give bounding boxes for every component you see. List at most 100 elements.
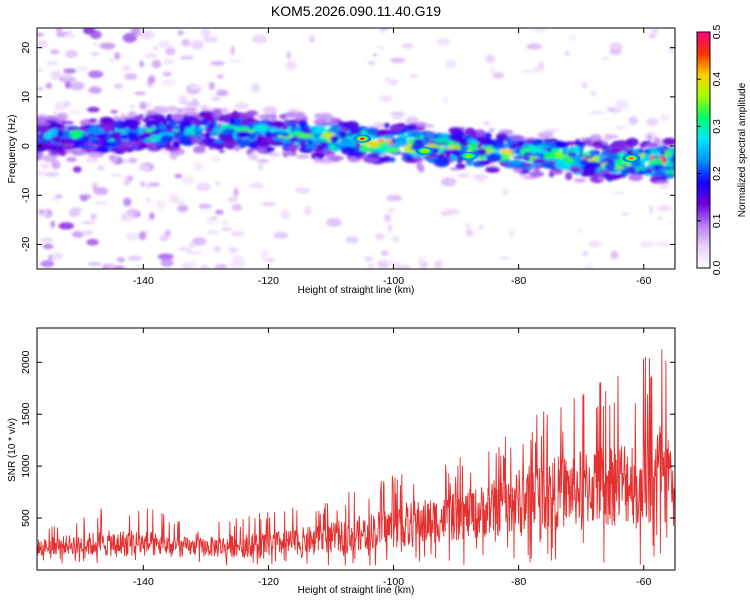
heatmap-cell [162, 71, 172, 77]
heatmap-cell [252, 123, 268, 132]
heatmap-cell [364, 255, 373, 262]
heatmap-cell [198, 110, 216, 119]
heatmap-cell [291, 131, 305, 135]
heatmap-cell [259, 113, 276, 120]
heatmap-cell [656, 215, 664, 221]
heatmap-cell [313, 118, 328, 125]
heatmap-cell [51, 251, 64, 261]
heatmap-cell [64, 77, 78, 82]
heatmap-cell [258, 163, 264, 170]
heatmap-cell [589, 110, 605, 115]
heatmap-cell [261, 255, 268, 263]
heatmap-cell [245, 117, 256, 124]
heatmap-cell [395, 264, 411, 269]
heatmap-cell [584, 263, 594, 269]
heatmap-cell [139, 30, 155, 40]
heatmap-cell [387, 207, 396, 214]
snr-panel: -140 -120 -100 -80 -60 500 1000 1500 2000 Heigh… [7, 327, 676, 596]
heatmap-cell [402, 134, 412, 140]
heatmap-cell [85, 156, 99, 164]
heatmap-cell [663, 166, 673, 170]
heatmap-cell [164, 229, 172, 237]
spectrogram-x-ticks: -140 -120 -100 -80 -60 [133, 28, 651, 287]
heatmap-cell [370, 140, 379, 148]
heatmap-cell [354, 151, 368, 156]
colorbar-gradient [696, 31, 711, 269]
heatmap-cell [609, 142, 625, 151]
heatmap-cell [151, 59, 162, 69]
heatmap-cell [456, 159, 463, 164]
heatmap-cell [169, 193, 179, 204]
heatmap-cell [309, 35, 315, 43]
heatmap-cell [380, 250, 389, 256]
spectrogram-y-ticks: -20 -10 0 10 20 [20, 42, 675, 252]
heatmap-cell [391, 235, 400, 243]
heatmap-cell [268, 120, 285, 128]
heatmap-cell [227, 196, 238, 203]
heatmap-cell [447, 145, 460, 150]
x-tick-label: -120 [258, 576, 279, 588]
heatmap-cell [114, 83, 123, 89]
heatmap-cell [167, 123, 173, 129]
heatmap-cell [114, 129, 126, 133]
heatmap-cell [437, 133, 451, 138]
heatmap-cell [659, 150, 666, 156]
heatmap-cell [298, 119, 308, 128]
heatmap-cell [210, 60, 225, 66]
heatmap-cell [120, 134, 128, 140]
heatmap-cell [645, 142, 659, 149]
heatmap-cell [445, 208, 460, 216]
heatmap-cell [488, 128, 495, 133]
heatmap-cell [87, 262, 102, 266]
heatmap-cell [531, 142, 539, 147]
heatmap-cell [146, 197, 151, 204]
heatmap-cell [159, 124, 166, 130]
chart-title: KOM5.2026.090.11.40.G19 [271, 3, 441, 19]
heatmap-cell [512, 167, 523, 173]
heatmap-cell [579, 159, 589, 166]
y-tick-label: 500 [20, 509, 32, 527]
heatmap-cell [524, 162, 532, 168]
heatmap-cell [639, 241, 656, 247]
heatmap-cell [295, 111, 306, 119]
heatmap-cell [114, 52, 121, 60]
heatmap-cell [433, 137, 451, 143]
heatmap-cell [379, 95, 393, 102]
heatmap-cell [179, 55, 194, 60]
heatmap-cell [565, 51, 570, 56]
heatmap-cell [37, 151, 44, 158]
heatmap-cell [177, 199, 185, 206]
heatmap-cell [584, 161, 602, 170]
heatmap-cell [388, 78, 399, 86]
heatmap-cell [486, 153, 502, 162]
snr-line [37, 349, 675, 566]
heatmap-cell [91, 182, 100, 186]
heatmap-cell [492, 71, 505, 79]
heatmap-cell [582, 82, 588, 89]
heatmap-cell [485, 166, 500, 173]
heatmap-cell [476, 143, 482, 149]
heatmap-cell [279, 114, 288, 120]
heatmap-cell [543, 152, 556, 158]
heatmap-cell [480, 156, 487, 160]
heatmap-cell [268, 152, 280, 157]
heatmap-cell [222, 115, 231, 124]
heatmap-cell [63, 100, 71, 108]
heatmap-cell [662, 137, 675, 146]
heatmap-cell [615, 99, 630, 110]
heatmap-cell [501, 189, 509, 196]
heatmap-cell [182, 111, 199, 116]
heatmap-cell [212, 108, 222, 117]
heatmap-cell [531, 153, 546, 157]
heatmap-cell [37, 170, 46, 176]
heatmap-cell [203, 36, 219, 43]
heatmap-cell [157, 253, 174, 260]
heatmap-cell [234, 138, 251, 148]
snr-series [37, 349, 675, 566]
heatmap-cell [400, 128, 413, 132]
heatmap-cell [609, 154, 621, 161]
heatmap-cell [489, 66, 495, 75]
heatmap-cell [39, 209, 44, 214]
heatmap-cell [179, 136, 192, 146]
